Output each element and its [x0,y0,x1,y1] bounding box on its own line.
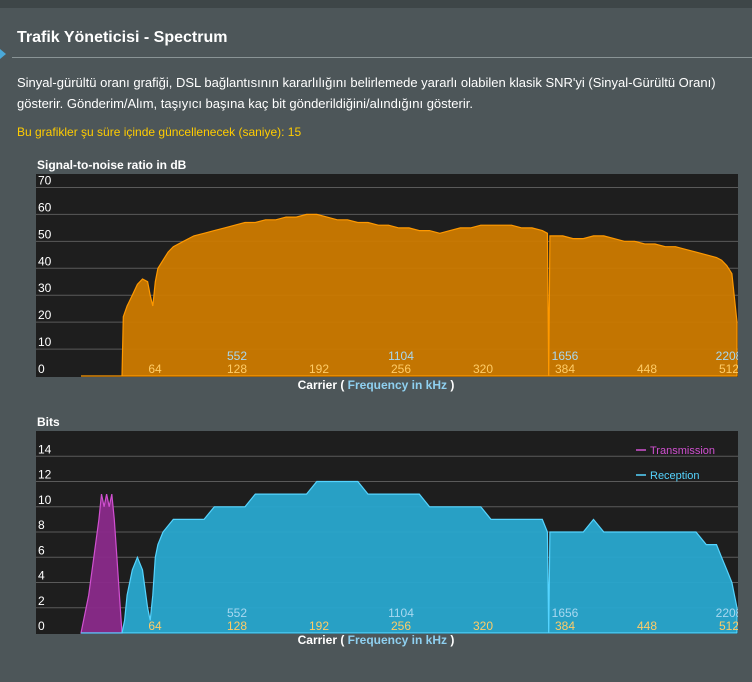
bits-y-tick-label: 6 [38,543,45,557]
bits-carrier-tick-label: 256 [391,619,411,633]
snr-x-axis-label-end: ) [450,378,455,392]
bits-y-tick-label: 10 [38,493,52,507]
page-title: Trafik Yöneticisi - Spectrum [17,29,228,46]
snr-y-tick-label: 10 [38,335,52,349]
snr-carrier-tick-label: 192 [309,362,329,376]
bits-carrier-tick-label: 384 [555,619,575,633]
bits-legend-label: Transmission [650,445,715,457]
snr-carrier-tick-label: 384 [555,362,575,376]
snr-freq-tick-label: 1656 [552,349,579,363]
snr-y-tick-label: 20 [38,308,52,322]
bits-reception-area [81,480,738,634]
refresh-interval-note: Bu grafikler şu süre içinde güncellenece… [17,125,302,139]
bits-chart: 0 2 4 6 8 10 12 14 64 128 192 256 320 384 448 512 552 110… [36,431,738,634]
snr-chart: 0 10 20 30 40 50 60 70 64 128 192 256 320 384 448 512 55… [36,174,738,377]
snr-chart-svg: 0 10 20 30 40 50 60 70 64 128 192 256 320 384 448 512 55… [36,174,738,377]
bits-legend-label: Reception [650,470,700,482]
snr-x-axis-freq-label: Frequency in kHz [347,378,448,392]
snr-y-tick-label: 40 [38,254,52,268]
snr-x-axis-caption: Carrier ( Frequency in kHz ) [0,378,752,392]
bits-y-tick-label: 14 [38,442,52,456]
snr-carrier-tick-label: 256 [391,362,411,376]
bits-x-axis-caption: Carrier ( Frequency in kHz ) [0,633,752,647]
snr-chart-title: Signal-to-noise ratio in dB [37,158,187,172]
bits-x-axis-label: Carrier ( [297,633,345,647]
snr-carrier-tick-label: 64 [148,362,162,376]
bits-chart-svg: 0 2 4 6 8 10 12 14 64 128 192 256 320 384 448 512 552 110… [36,442,738,634]
bits-carrier-tick-label: 512 [719,619,738,633]
bits-freq-tick-label: 2208 [716,606,738,620]
snr-freq-tick-label: 552 [227,349,247,363]
window-frame-top [0,0,752,8]
bits-freq-tick-label: 552 [227,606,247,620]
bits-carrier-tick-label: 64 [148,619,162,633]
bits-y-tick-label: 4 [38,569,45,583]
bits-transmission-area [80,493,123,634]
bits-y-tick-label: 0 [38,619,45,633]
page-description: Sinyal-gürültü oranı grafiği, DSL bağlan… [17,75,716,111]
snr-y-tick-label: 70 [38,174,52,187]
bits-carrier-tick-label: 128 [227,619,247,633]
snr-freq-tick-label: 1104 [388,349,414,363]
bits-y-tick-label: 12 [38,468,52,482]
bits-x-axis-label-end: ) [450,633,455,647]
snr-carrier-tick-label: 320 [473,362,493,376]
snr-y-tick-label: 50 [38,227,52,241]
snr-freq-tick-label: 2208 [716,349,738,363]
snr-y-tick-label: 30 [38,281,52,295]
bits-x-axis-freq-label: Frequency in kHz [347,633,448,647]
snr-carrier-tick-label: 128 [227,362,247,376]
bits-carrier-tick-label: 192 [309,619,329,633]
bits-chart-title: Bits [37,415,60,429]
snr-carrier-tick-label: 448 [637,362,657,376]
snr-y-tick-label: 0 [38,362,45,376]
bits-freq-tick-label: 1656 [552,606,579,620]
bits-y-tick-label: 8 [38,518,45,532]
snr-area [81,213,738,377]
bits-y-tick-label: 2 [38,594,45,608]
nav-marker-icon [0,49,6,59]
bits-carrier-tick-label: 320 [473,619,493,633]
bits-freq-tick-label: 1104 [388,606,414,620]
bits-carrier-tick-label: 448 [637,619,657,633]
title-divider [12,57,752,58]
snr-x-axis-label: Carrier ( [297,378,345,392]
snr-carrier-tick-label: 512 [719,362,738,376]
snr-y-tick-label: 60 [38,200,52,214]
